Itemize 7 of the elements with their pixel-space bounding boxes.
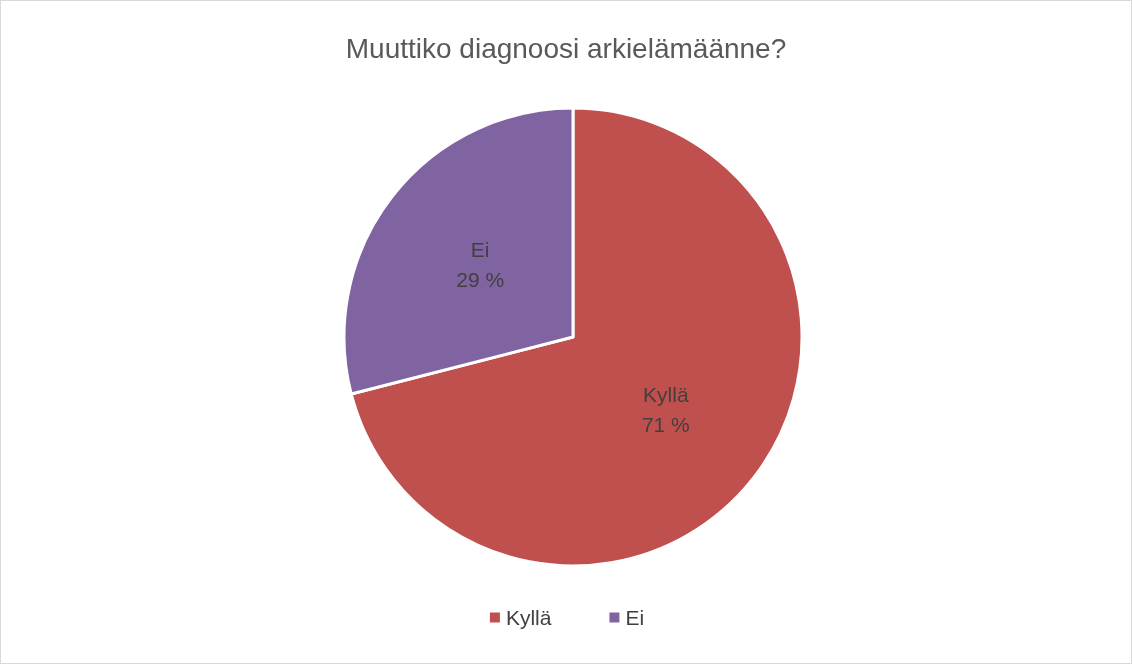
data-label: 71 %: [641, 412, 690, 436]
chart-title: Muuttiko diagnoosi arkielämäänne?: [345, 32, 787, 64]
legend-label: Ei: [625, 606, 645, 629]
legend-label: Kyllä: [505, 606, 552, 629]
slice-label: Ei: [470, 238, 490, 262]
data-label: 29 %: [456, 268, 505, 292]
slice-label: Kyllä: [643, 382, 689, 406]
